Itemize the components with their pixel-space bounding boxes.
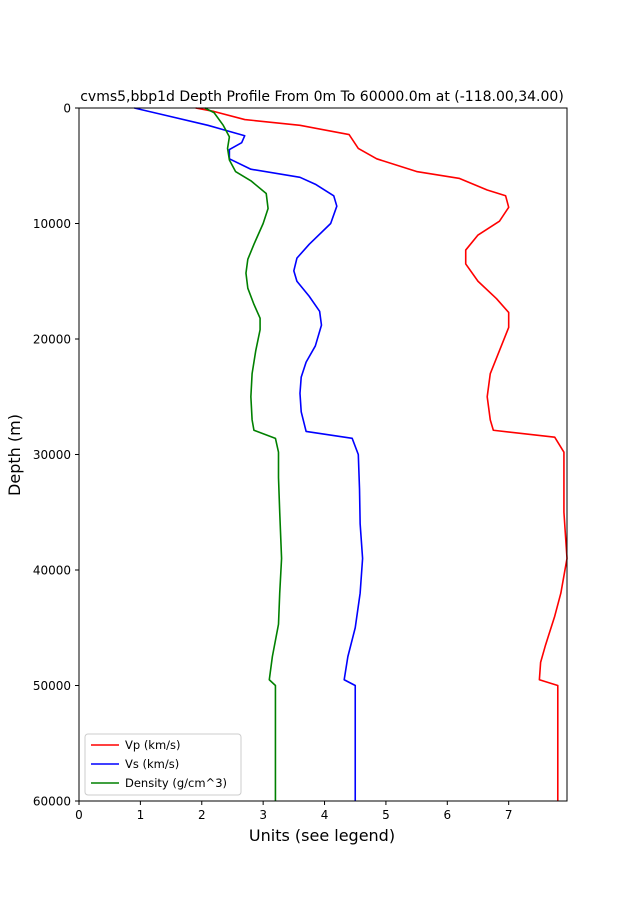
x-tick-label: 6 <box>443 808 451 822</box>
x-tick-label: 4 <box>321 808 329 822</box>
series-line-2 <box>204 107 283 801</box>
x-tick-label: 7 <box>505 808 513 822</box>
legend: Vp (km/s) Vs (km/s) Density (g/cm^3) <box>84 733 242 796</box>
x-tick-label: 3 <box>259 808 267 822</box>
y-tick-label: 10000 <box>33 217 71 231</box>
x-axis-title: Units (see legend) <box>249 826 395 845</box>
series-line-0 <box>195 107 568 801</box>
legend-entry: Vp (km/s) <box>125 738 181 752</box>
y-tick-label: 40000 <box>33 564 71 578</box>
legend-entry: Density (g/cm^3) <box>125 776 227 790</box>
series-layer <box>134 107 568 801</box>
x-tick-label: 1 <box>137 808 145 822</box>
chart-title: cvms5,bbp1d Depth Profile From 0m To 600… <box>80 89 564 105</box>
x-tick-label: 0 <box>75 808 83 822</box>
x-tick-label: 5 <box>382 808 390 822</box>
y-tick-label: 20000 <box>33 333 71 347</box>
x-tick-label: 2 <box>198 808 206 822</box>
legend-entry: Vs (km/s) <box>125 757 179 771</box>
y-tick-label: 60000 <box>33 795 71 809</box>
y-tick-label: 30000 <box>33 448 71 462</box>
x-axis: 0 1 2 3 4 5 6 7 <box>75 801 513 822</box>
legend-box <box>84 733 242 796</box>
y-tick-label: 50000 <box>33 679 71 693</box>
y-tick-label: 0 <box>63 102 71 116</box>
y-axis: 0 10000 20000 30000 40000 50000 60000 <box>33 102 79 809</box>
y-axis-title: Depth (m) <box>5 414 24 496</box>
